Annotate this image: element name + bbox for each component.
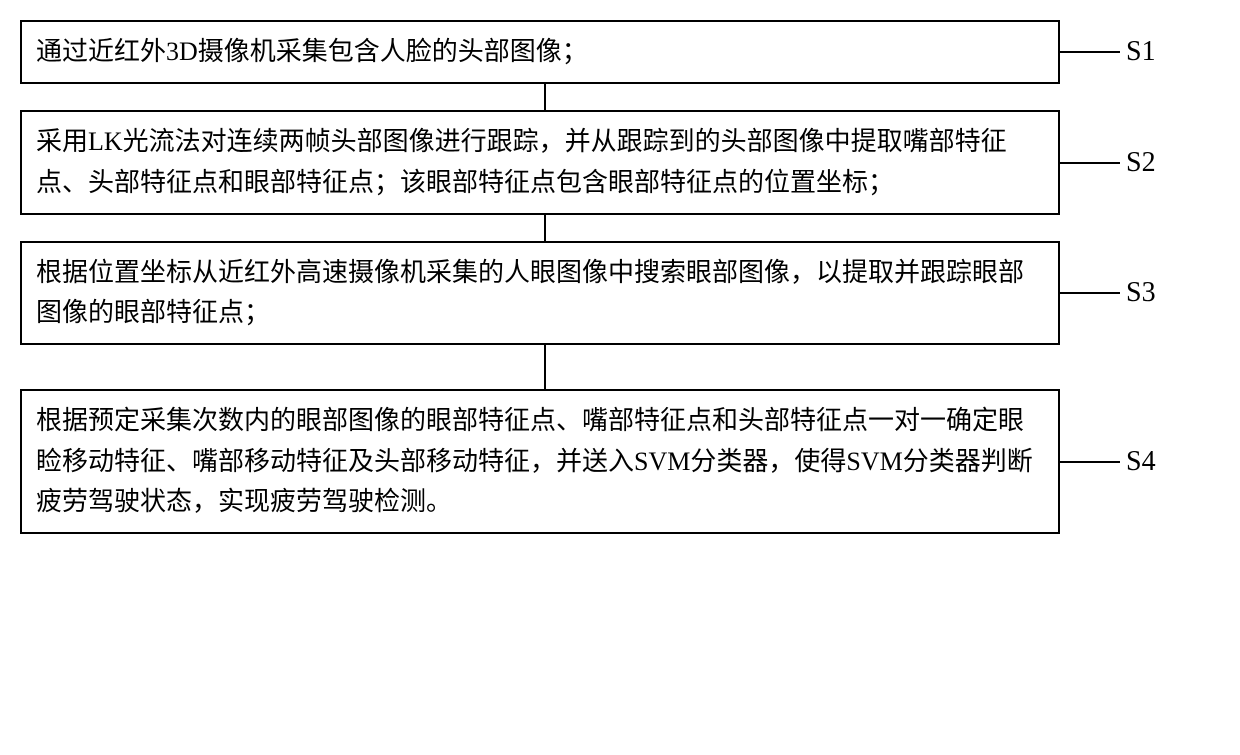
connector-s2 — [544, 215, 546, 241]
connector-wrap-s2 — [20, 215, 1220, 241]
step-label-s1: S1 — [1126, 36, 1156, 68]
step-box-s3: 根据位置坐标从近红外高速摄像机采集的人眼图像中搜索眼部图像，以提取并跟踪眼部图像… — [20, 241, 1060, 346]
connector-s3 — [544, 345, 546, 389]
step-tick-s4 — [1060, 461, 1120, 463]
step-label-s3: S3 — [1126, 277, 1156, 309]
step-box-s2: 采用LK光流法对连续两帧头部图像进行跟踪，并从跟踪到的头部图像中提取嘴部特征点、… — [20, 110, 1060, 215]
step-row-s1: 通过近红外3D摄像机采集包含人脸的头部图像； S1 — [20, 20, 1220, 84]
step-label-s2: S2 — [1126, 147, 1156, 179]
step-label-wrap-s3: S3 — [1060, 277, 1210, 309]
step-box-s1: 通过近红外3D摄像机采集包含人脸的头部图像； — [20, 20, 1060, 84]
step-row-s3: 根据位置坐标从近红外高速摄像机采集的人眼图像中搜索眼部图像，以提取并跟踪眼部图像… — [20, 241, 1220, 346]
flowchart-container: 通过近红外3D摄像机采集包含人脸的头部图像； S1 采用LK光流法对连续两帧头部图像… — [20, 20, 1220, 534]
step-tick-s3 — [1060, 292, 1120, 294]
step-label-wrap-s4: S4 — [1060, 446, 1210, 478]
step-row-s4: 根据预定采集次数内的眼部图像的眼部特征点、嘴部特征点和头部特征点一对一确定眼睑移… — [20, 389, 1220, 534]
connector-s1 — [544, 84, 546, 110]
connector-wrap-s1 — [20, 84, 1220, 110]
step-box-s4: 根据预定采集次数内的眼部图像的眼部特征点、嘴部特征点和头部特征点一对一确定眼睑移… — [20, 389, 1060, 534]
step-label-s4: S4 — [1126, 446, 1156, 478]
step-tick-s2 — [1060, 162, 1120, 164]
step-tick-s1 — [1060, 51, 1120, 53]
step-label-wrap-s1: S1 — [1060, 36, 1210, 68]
step-label-wrap-s2: S2 — [1060, 147, 1210, 179]
connector-wrap-s3 — [20, 345, 1220, 389]
step-row-s2: 采用LK光流法对连续两帧头部图像进行跟踪，并从跟踪到的头部图像中提取嘴部特征点、… — [20, 110, 1220, 215]
